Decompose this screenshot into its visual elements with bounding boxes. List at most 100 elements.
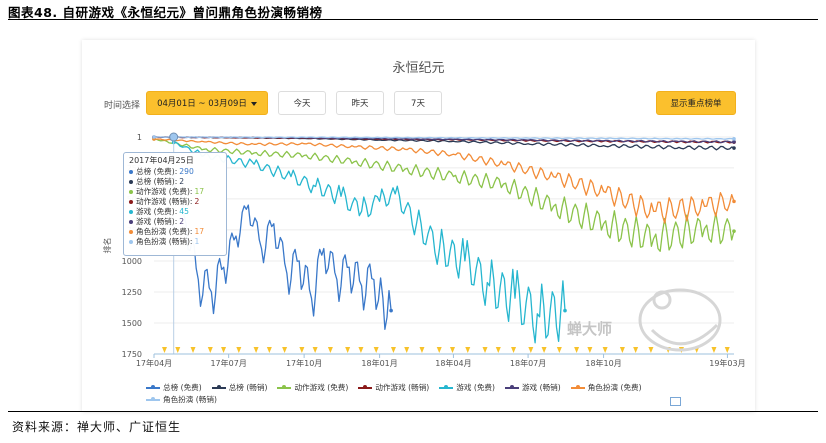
legend-label: 角色扮演 (免费) [587, 383, 642, 392]
legend-item[interactable]: 动作游戏 (畅销) [358, 382, 429, 394]
yesterday-button[interactable]: 昨天 [336, 91, 384, 115]
tooltip-series-value: 290 [179, 167, 194, 176]
tooltip-series-value: 2 [194, 197, 200, 206]
chart-panel: 永恒纪元 时间选择 04月01日 ~ 03月09日 今天 昨天 7天 显示重点榜… [82, 40, 755, 412]
x-tick-label: 17年10月 [286, 358, 322, 368]
y-axis-label: 排名 [102, 238, 112, 254]
tooltip-series-value: 1 [194, 237, 200, 246]
event-flag-icon [436, 347, 442, 353]
tooltip-row: 总榜 (免费): 290 [129, 167, 221, 177]
event-flag-icon [162, 347, 167, 353]
legend-swatch-icon [277, 385, 292, 389]
legend-toggle-box[interactable] [670, 397, 681, 406]
series-line [153, 136, 735, 140]
series-point [732, 146, 736, 150]
legend-item[interactable]: 总榜 (免费) [146, 382, 202, 394]
x-tick-label: 17年04月 [136, 358, 172, 368]
tooltip-row: 动作游戏 (免费): 17 [129, 187, 221, 197]
y-tick-label: 1 [137, 133, 142, 142]
series-line [153, 138, 735, 224]
seven-days-button[interactable]: 7天 [394, 91, 442, 115]
tooltip-series-value: 2 [179, 217, 185, 226]
event-flag-icon [711, 347, 717, 353]
date-range-dropdown[interactable]: 04月01日 ~ 03月09日 [146, 91, 268, 115]
series-point [563, 308, 567, 313]
bottom-rule [8, 411, 818, 412]
event-flag-icon [358, 347, 364, 353]
legend-swatch-icon [358, 385, 373, 389]
series-line [153, 138, 735, 252]
series-dot-icon [129, 180, 133, 184]
chart-title: 永恒纪元 [392, 61, 445, 76]
event-flag-icon [282, 347, 288, 353]
legend-label: 游戏 (免费) [456, 383, 495, 392]
today-button[interactable]: 今天 [278, 91, 326, 115]
legend-item[interactable]: 角色扮演 (畅销) [146, 394, 217, 406]
event-flag-icon [574, 347, 580, 353]
tooltip-row: 角色扮演 (免费): 17 [129, 227, 221, 237]
legend-item[interactable]: 总榜 (畅销) [211, 382, 267, 394]
tooltip-series-value: 17 [194, 187, 205, 196]
event-flag-icon [633, 347, 639, 353]
event-flag-icon [465, 347, 471, 353]
series-point [732, 199, 736, 204]
event-flag-icon [175, 347, 181, 353]
series-dot-icon [129, 220, 133, 224]
event-flag-icon [541, 347, 547, 353]
event-flag-icon [221, 347, 227, 353]
caret-down-icon [250, 101, 257, 106]
series-dot-icon [129, 200, 133, 204]
legend-swatch-icon [439, 385, 454, 389]
legend-item[interactable]: 游戏 (畅销) [504, 382, 561, 394]
event-flag-icon [190, 347, 196, 353]
tooltip-series-label: 游戏 (畅销): [136, 217, 178, 226]
y-tick-label: 1500 [122, 319, 142, 328]
x-tick-label: 18年07月 [510, 358, 546, 368]
y-tick-label: 1750 [122, 350, 142, 359]
event-flag-icon [482, 347, 488, 353]
tooltip-series-value: 2 [179, 177, 185, 186]
event-flag-icon [648, 347, 654, 353]
series-dot-icon [129, 210, 133, 214]
series-point [389, 308, 393, 313]
date-range-label: 04月01日 ~ 03月09日 [157, 99, 247, 109]
legend-swatch-icon [146, 397, 160, 401]
chart-legend: 总榜 (免费) 总榜 (畅销) 动作游戏 (免费) 动作游戏 (畅销) 游戏 (免费) 游… [146, 382, 706, 406]
legend-item[interactable]: 角色扮演 (免费) [570, 382, 642, 394]
tooltip-series-label: 总榜 (免费): [136, 167, 178, 176]
time-select-label: 时间选择 [104, 101, 141, 111]
legend-swatch-icon [504, 385, 519, 389]
event-flag-icon [450, 347, 455, 353]
x-tick-label: 19年03月 [709, 358, 745, 368]
event-flag-icon [619, 347, 625, 353]
legend-label: 角色扮演 (畅销) [163, 395, 217, 404]
tooltip-series-label: 总榜 (畅销): [136, 177, 178, 186]
show-key-rankings-button[interactable]: 显示重点榜单 [656, 91, 736, 115]
event-flag-icon [327, 347, 333, 353]
series-line [173, 172, 392, 330]
event-flag-icon [236, 347, 242, 353]
legend-label: 动作游戏 (畅销) [375, 383, 430, 392]
tooltip-row: 角色扮演 (畅销): 1 [129, 237, 221, 247]
event-flag-icon [587, 347, 593, 353]
event-flag-icon [404, 347, 410, 353]
hover-point [169, 132, 179, 142]
y-tick-label: 1250 [122, 288, 142, 297]
legend-swatch-icon [570, 385, 585, 389]
event-flag-icon [299, 347, 305, 353]
tooltip-series-label: 角色扮演 (免费): [136, 227, 193, 236]
tooltip-row: 动作游戏 (畅销): 2 [129, 197, 221, 207]
series-point [152, 135, 156, 139]
series-point [732, 140, 736, 144]
legend-swatch-icon [211, 385, 226, 389]
x-tick-label: 17年07月 [210, 358, 246, 368]
event-flag-icon [528, 347, 534, 353]
legend-item[interactable]: 动作游戏 (免费) [277, 382, 348, 394]
x-tick-label: 18年04月 [435, 358, 471, 368]
event-flag-icon [373, 347, 379, 353]
legend-item[interactable]: 游戏 (免费) [439, 382, 495, 394]
legend-label: 总榜 (免费) [163, 383, 202, 392]
data-tooltip: 2017年04月25日 总榜 (免费): 290 总榜 (畅销): 2 动作游戏 (免费… [123, 152, 227, 256]
event-flag-icon [253, 347, 259, 353]
tooltip-series-label: 动作游戏 (畅销): [136, 197, 193, 206]
